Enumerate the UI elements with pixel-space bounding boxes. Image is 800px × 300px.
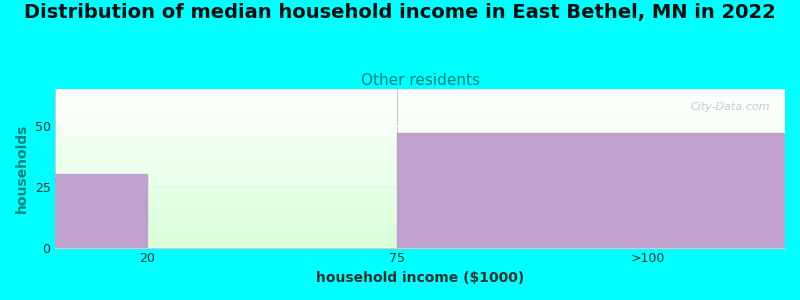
Title: Other residents: Other residents [361,73,480,88]
Text: City-Data.com: City-Data.com [691,102,770,112]
Text: Distribution of median household income in East Bethel, MN in 2022: Distribution of median household income … [24,3,776,22]
X-axis label: household income ($1000): household income ($1000) [316,271,524,285]
Bar [398,133,785,248]
Y-axis label: households: households [15,124,29,213]
Bar [55,175,146,248]
